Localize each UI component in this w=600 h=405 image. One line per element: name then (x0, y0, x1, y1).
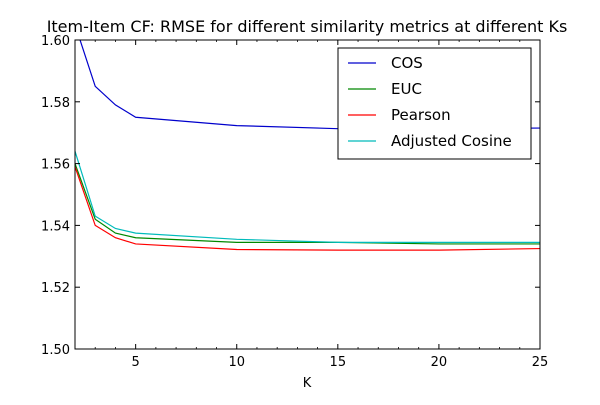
y-tick-label: 1.54 (41, 219, 70, 234)
series-line-euc (75, 163, 540, 245)
y-tick-label: 1.50 (41, 343, 70, 358)
x-tick-label: 10 (228, 355, 245, 370)
y-tick-label: 1.60 (41, 34, 70, 49)
legend-label: EUC (391, 80, 422, 98)
legend-label: Pearson (391, 106, 451, 124)
chart-title: Item-Item CF: RMSE for different similar… (47, 17, 568, 36)
x-tick-label: 20 (431, 355, 448, 370)
plot-frame (74, 39, 541, 350)
x-tick-label: 15 (330, 355, 347, 370)
x-axis-label: K (303, 376, 312, 391)
plot-area: 5 10 15 20 25 1.50 1.52 1.54 1.56 1.58 1.60 COS EUC P… (41, 34, 549, 370)
x-tick-label: 5 (132, 355, 140, 370)
series-line-pearson (75, 166, 540, 251)
series-line-adjusted-cosine (75, 151, 540, 243)
y-tick-label: 1.52 (41, 281, 70, 296)
legend-label: COS (391, 54, 423, 72)
x-tick-label: 25 (532, 355, 549, 370)
legend-label: Adjusted Cosine (391, 132, 512, 150)
legend: COS EUC Pearson Adjusted Cosine (337, 47, 532, 160)
y-tick-label: 1.56 (41, 158, 70, 173)
y-tick-label: 1.58 (41, 96, 70, 111)
